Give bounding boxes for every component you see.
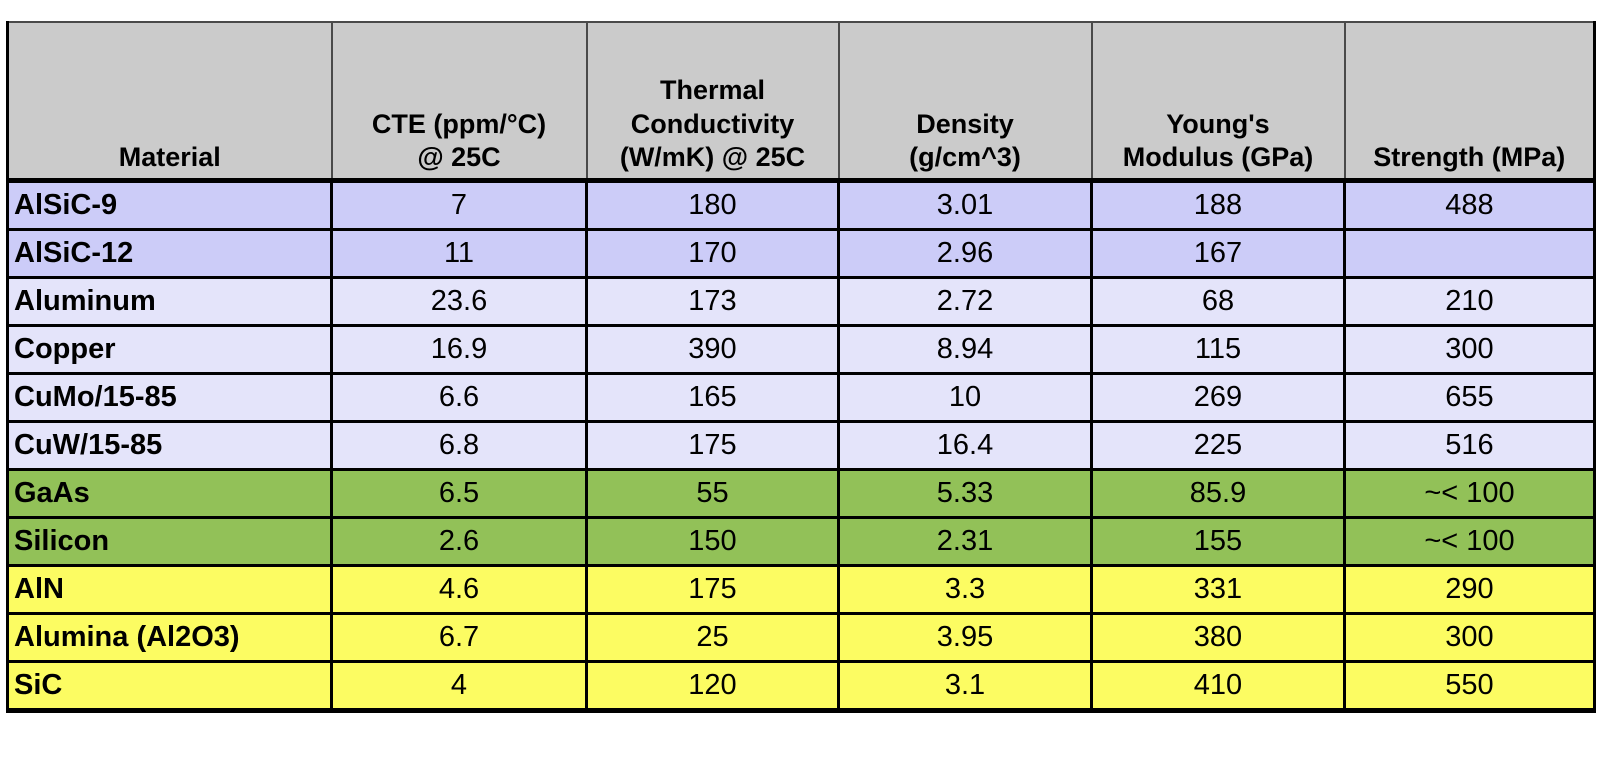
material-cell: Silicon: [6, 516, 333, 567]
table-header: Material CTE (ppm/°C) @ 25C Thermal Cond…: [6, 21, 1596, 183]
density-cell: 5.33: [837, 468, 1093, 519]
youngs-modulus-cell: 85.9: [1090, 468, 1346, 519]
youngs-modulus-cell: 331: [1090, 564, 1346, 615]
youngs-modulus-cell: 269: [1090, 372, 1346, 423]
thermal-conductivity-cell: 165: [585, 372, 840, 423]
material-cell: AlSiC-9: [6, 179, 333, 231]
table-body: AlSiC-9 7 180 3.01 188 488 AlSiC-12 11 1…: [6, 179, 1596, 712]
cte-cell: 6.6: [330, 372, 588, 423]
strength-cell: ~< 100: [1343, 468, 1596, 519]
cte-cell: 2.6: [330, 516, 588, 567]
thermal-conductivity-cell: 175: [585, 564, 840, 615]
material-cell: AlN: [6, 564, 333, 615]
table-row: AlN 4.6 175 3.3 331 290: [6, 564, 1596, 615]
table-row: SiC 4 120 3.1 410 550: [6, 660, 1596, 712]
cte-cell: 4.6: [330, 564, 588, 615]
table-row: AlSiC-12 11 170 2.96 167: [6, 228, 1596, 279]
density-cell: 10: [837, 372, 1093, 423]
density-cell: 2.72: [837, 276, 1093, 327]
strength-cell: 516: [1343, 420, 1596, 471]
youngs-modulus-cell: 115: [1090, 324, 1346, 375]
thermal-conductivity-cell: 170: [585, 228, 840, 279]
table-row: Alumina (Al2O3) 6.7 25 3.95 380 300: [6, 612, 1596, 663]
table-row: CuMo/15-85 6.6 165 10 269 655: [6, 372, 1596, 423]
material-cell: Copper: [6, 324, 333, 375]
column-header-material: Material: [6, 21, 333, 183]
thermal-conductivity-cell: 120: [585, 660, 840, 712]
thermal-conductivity-cell: 25: [585, 612, 840, 663]
strength-cell: 290: [1343, 564, 1596, 615]
cte-cell: 6.8: [330, 420, 588, 471]
cte-cell: 16.9: [330, 324, 588, 375]
youngs-modulus-cell: 225: [1090, 420, 1346, 471]
table-row: Silicon 2.6 150 2.31 155 ~< 100: [6, 516, 1596, 567]
youngs-modulus-cell: 68: [1090, 276, 1346, 327]
material-cell: CuMo/15-85: [6, 372, 333, 423]
strength-cell: 488: [1343, 179, 1596, 231]
strength-cell: 300: [1343, 612, 1596, 663]
thermal-conductivity-cell: 180: [585, 179, 840, 231]
youngs-modulus-cell: 167: [1090, 228, 1346, 279]
table-row: GaAs 6.5 55 5.33 85.9 ~< 100: [6, 468, 1596, 519]
strength-cell: ~< 100: [1343, 516, 1596, 567]
density-cell: 2.31: [837, 516, 1093, 567]
table-row: Aluminum 23.6 173 2.72 68 210: [6, 276, 1596, 327]
column-header-density: Density (g/cm^3): [837, 21, 1093, 183]
material-cell: SiC: [6, 660, 333, 712]
column-header-thermal-conductivity: Thermal Conductivity (W/mK) @ 25C: [585, 21, 840, 183]
cte-cell: 4: [330, 660, 588, 712]
strength-cell: 300: [1343, 324, 1596, 375]
thermal-conductivity-cell: 390: [585, 324, 840, 375]
materials-table: Material CTE (ppm/°C) @ 25C Thermal Cond…: [6, 21, 1596, 713]
table-row: CuW/15-85 6.8 175 16.4 225 516: [6, 420, 1596, 471]
header-row: Material CTE (ppm/°C) @ 25C Thermal Cond…: [6, 21, 1596, 183]
strength-cell: 550: [1343, 660, 1596, 712]
column-header-cte: CTE (ppm/°C) @ 25C: [330, 21, 588, 183]
material-cell: Alumina (Al2O3): [6, 612, 333, 663]
youngs-modulus-cell: 410: [1090, 660, 1346, 712]
table-row: Copper 16.9 390 8.94 115 300: [6, 324, 1596, 375]
thermal-conductivity-cell: 175: [585, 420, 840, 471]
youngs-modulus-cell: 380: [1090, 612, 1346, 663]
cte-cell: 11: [330, 228, 588, 279]
material-cell: CuW/15-85: [6, 420, 333, 471]
cte-cell: 6.7: [330, 612, 588, 663]
density-cell: 3.3: [837, 564, 1093, 615]
density-cell: 3.1: [837, 660, 1093, 712]
density-cell: 16.4: [837, 420, 1093, 471]
table-row: AlSiC-9 7 180 3.01 188 488: [6, 179, 1596, 231]
material-cell: GaAs: [6, 468, 333, 519]
youngs-modulus-cell: 155: [1090, 516, 1346, 567]
strength-cell: 210: [1343, 276, 1596, 327]
thermal-conductivity-cell: 173: [585, 276, 840, 327]
materials-table-container: Material CTE (ppm/°C) @ 25C Thermal Cond…: [6, 21, 1596, 713]
strength-cell: [1343, 228, 1596, 279]
density-cell: 2.96: [837, 228, 1093, 279]
density-cell: 3.01: [837, 179, 1093, 231]
thermal-conductivity-cell: 55: [585, 468, 840, 519]
thermal-conductivity-cell: 150: [585, 516, 840, 567]
strength-cell: 655: [1343, 372, 1596, 423]
material-cell: AlSiC-12: [6, 228, 333, 279]
cte-cell: 7: [330, 179, 588, 231]
density-cell: 8.94: [837, 324, 1093, 375]
density-cell: 3.95: [837, 612, 1093, 663]
column-header-strength: Strength (MPa): [1343, 21, 1596, 183]
column-header-youngs-modulus: Young's Modulus (GPa): [1090, 21, 1346, 183]
material-cell: Aluminum: [6, 276, 333, 327]
cte-cell: 6.5: [330, 468, 588, 519]
cte-cell: 23.6: [330, 276, 588, 327]
youngs-modulus-cell: 188: [1090, 179, 1346, 231]
